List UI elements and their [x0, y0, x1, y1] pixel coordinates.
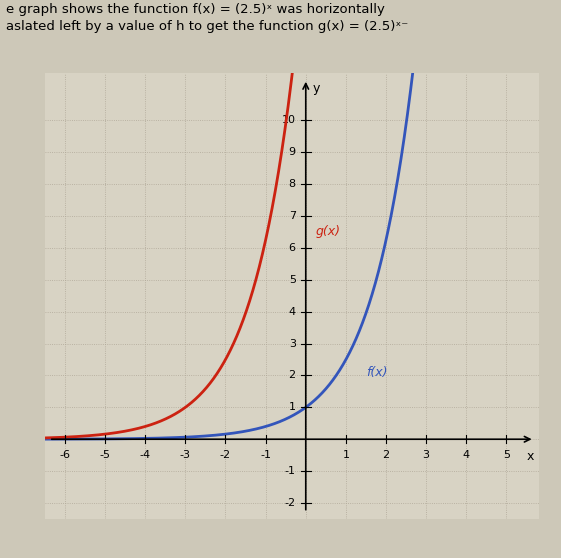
- Text: 1: 1: [342, 450, 350, 460]
- Text: -5: -5: [100, 450, 111, 460]
- Text: 9: 9: [288, 147, 296, 157]
- Text: 5: 5: [503, 450, 510, 460]
- Text: 4: 4: [288, 307, 296, 317]
- Text: 4: 4: [463, 450, 470, 460]
- Text: e graph shows the function f(x) = (2.5)ˣ was horizontally: e graph shows the function f(x) = (2.5)ˣ…: [6, 3, 384, 16]
- Text: 3: 3: [289, 339, 296, 349]
- Text: 8: 8: [288, 179, 296, 189]
- Text: 10: 10: [282, 116, 296, 126]
- Text: f(x): f(x): [366, 365, 388, 379]
- Text: -4: -4: [140, 450, 151, 460]
- Text: -2: -2: [284, 498, 296, 508]
- Text: -2: -2: [220, 450, 231, 460]
- Text: -3: -3: [180, 450, 191, 460]
- Text: g(x): g(x): [316, 225, 341, 238]
- Text: y: y: [313, 82, 320, 95]
- Text: aslated left by a value of h to get the function g(x) = (2.5)ˣ⁻: aslated left by a value of h to get the …: [6, 20, 408, 32]
- Text: 2: 2: [288, 371, 296, 381]
- Text: 7: 7: [288, 211, 296, 221]
- Text: 5: 5: [289, 275, 296, 285]
- Text: 2: 2: [383, 450, 389, 460]
- Text: 6: 6: [289, 243, 296, 253]
- Text: x: x: [527, 450, 534, 463]
- Text: 3: 3: [422, 450, 430, 460]
- Text: -1: -1: [285, 466, 296, 476]
- Text: 1: 1: [289, 402, 296, 412]
- Text: -6: -6: [59, 450, 71, 460]
- Text: -1: -1: [260, 450, 271, 460]
